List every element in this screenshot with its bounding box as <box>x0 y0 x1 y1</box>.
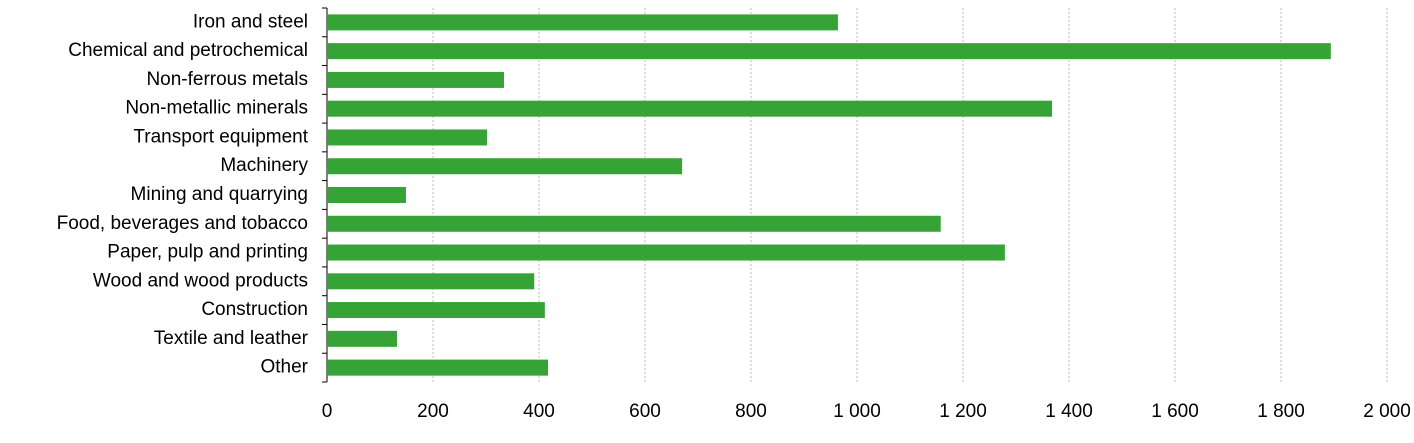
y-tick-label: Machinery <box>220 155 308 176</box>
x-tick-label: 0 <box>322 401 333 422</box>
x-tick-label: 800 <box>735 401 767 422</box>
y-tick-label: Iron and steel <box>193 11 308 32</box>
x-tick-label: 1 600 <box>1151 401 1199 422</box>
x-tick-label: 600 <box>629 401 661 422</box>
bar <box>327 302 545 319</box>
bar <box>327 43 1331 60</box>
x-tick-label: 400 <box>523 401 555 422</box>
x-tick-label: 1 000 <box>833 401 881 422</box>
y-tick-label: Mining and quarrying <box>131 184 308 205</box>
y-tick-label: Wood and wood products <box>93 270 308 291</box>
bar <box>327 215 941 232</box>
x-tick-label: 1 200 <box>939 401 987 422</box>
bar <box>327 330 397 347</box>
x-tick-label: 1 800 <box>1257 401 1305 422</box>
y-tick-label: Food, beverages and tobacco <box>57 213 308 234</box>
x-tick-label: 200 <box>417 401 449 422</box>
bar <box>327 244 1005 261</box>
bar <box>327 273 535 290</box>
y-tick-label: Other <box>260 357 308 378</box>
bar <box>327 71 505 88</box>
x-tick-label: 2 000 <box>1363 401 1411 422</box>
bar <box>327 14 838 31</box>
y-tick-label: Chemical and petrochemical <box>68 40 308 61</box>
x-tick-label: 1 400 <box>1045 401 1093 422</box>
y-tick-label: Transport equipment <box>133 126 308 147</box>
y-tick-label: Paper, pulp and printing <box>107 242 308 263</box>
y-tick-label: Textile and leather <box>154 328 309 349</box>
bar <box>327 187 406 203</box>
bar <box>327 100 1053 117</box>
y-tick-label: Construction <box>201 299 308 320</box>
y-tick-label: Non-ferrous metals <box>146 69 308 90</box>
y-tick-label: Non-metallic minerals <box>125 98 308 119</box>
bar <box>327 359 549 376</box>
bar <box>327 129 488 146</box>
bar <box>327 158 683 175</box>
